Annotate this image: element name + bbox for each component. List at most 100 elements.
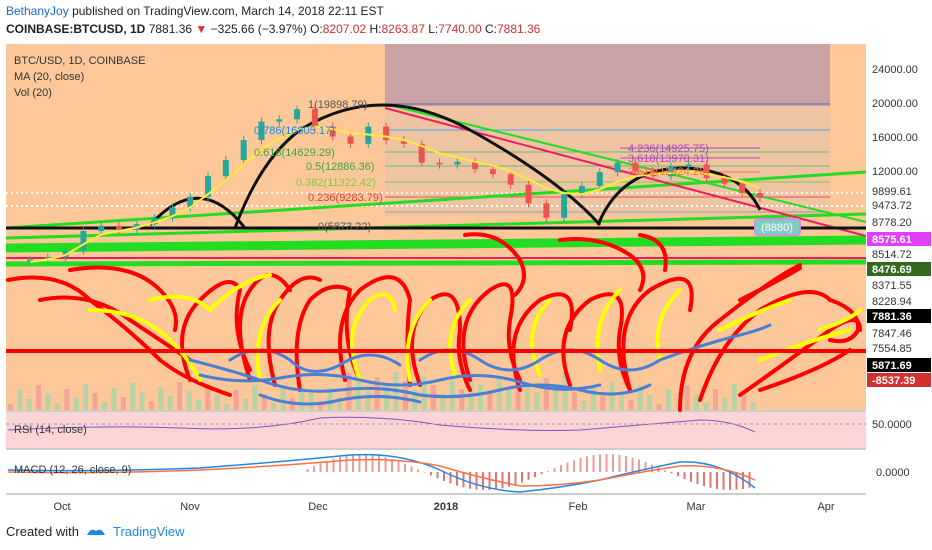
footer: Created with TradingView [6, 524, 185, 539]
volume-bar [111, 388, 117, 410]
candle-body [240, 140, 247, 160]
volume-bar [214, 395, 220, 410]
macd-bar [371, 454, 374, 472]
fib-zone-shade [385, 44, 830, 106]
volume-bar [130, 383, 136, 410]
volume-bar [158, 387, 164, 410]
macd-bar [339, 456, 341, 472]
price-tick: 8575.61 [872, 234, 912, 246]
volume-bar [224, 404, 230, 410]
macd-histogram [306, 454, 751, 490]
fib-label: 0.5(12886.36) [306, 161, 375, 173]
author-link[interactable]: BethanyJoy [6, 4, 69, 18]
volume-bar [449, 380, 455, 410]
volume-bar [26, 399, 32, 410]
price-tick: 8778.20 [872, 217, 912, 229]
candle-body [507, 174, 514, 185]
candle-body [169, 207, 176, 218]
volume-bar [506, 388, 512, 410]
volume-bar [261, 394, 267, 410]
volume-bar [120, 397, 126, 410]
macd-bar [456, 472, 458, 486]
tradingview-link[interactable]: TradingView [112, 524, 185, 539]
high-value: 8263.87 [381, 22, 425, 36]
price-tick: -8537.39 [872, 375, 915, 387]
candle-body [383, 126, 390, 141]
price-tick: 8514.72 [872, 249, 912, 261]
ohlc-header: COINBASE:BTCUSD, 1D 7881.36 ▼ −325.66 (−… [6, 22, 540, 36]
candle-body [561, 194, 568, 218]
macd-legend: MACD (12, 26, close, 9) [14, 464, 131, 476]
volume-bar [365, 391, 371, 410]
candle-body [187, 196, 194, 208]
macd-bar [306, 469, 309, 472]
volume-bar [327, 388, 333, 410]
volume-bar [280, 389, 286, 410]
candle-body [685, 164, 692, 167]
tradingview-logo-icon [86, 529, 105, 535]
symbol-label: COINBASE:BTCUSD, 1D [6, 22, 146, 36]
volume-bar [421, 376, 427, 410]
macd-bar [384, 457, 387, 472]
price-tick: 5871.69 [872, 360, 912, 372]
volume-bar [374, 377, 380, 410]
candle-body [667, 166, 674, 177]
macd-bar [365, 454, 367, 472]
macd-bar [540, 472, 543, 475]
macd-bar [514, 472, 517, 485]
volume-bar [243, 399, 248, 410]
macd-bar [664, 470, 666, 472]
open-label: O: [310, 22, 323, 36]
macd-bar [716, 472, 718, 490]
macd-bar [332, 458, 335, 472]
candle-body [454, 161, 461, 165]
rsi-axis-label: 50.0000 [872, 419, 912, 431]
time-tick: Mar [687, 501, 706, 513]
macd-bar [397, 461, 400, 472]
volume-bar [252, 385, 258, 410]
volume-bar [628, 400, 634, 410]
candle-body [311, 109, 318, 127]
price-tick: 9473.72 [872, 200, 912, 212]
volume-bar [139, 392, 145, 410]
candle-body [489, 169, 496, 175]
black-arc-large [233, 103, 602, 229]
vol-legend: Vol (20) [14, 87, 52, 99]
price-tick: 9899.61 [872, 186, 912, 198]
volume-bar [609, 382, 615, 410]
candles [27, 105, 763, 266]
macd-bar [404, 463, 406, 472]
high-label: H: [369, 22, 382, 36]
macd-bar [586, 456, 588, 472]
volume-bar [459, 389, 465, 410]
volume-bar [271, 403, 277, 410]
ma-line [29, 125, 761, 263]
macd-bar [566, 462, 569, 472]
time-ticks: Oct Nov Dec 2018 Feb Mar Apr [53, 501, 834, 513]
fib-extension-label: 2.618(12424.28) [628, 166, 709, 178]
volume-bar [205, 386, 211, 410]
ma-legend: MA (20, close) [14, 71, 84, 83]
chart-legend-title: BTC/USD, 1D, COINBASE [14, 55, 145, 67]
macd-bar [703, 472, 705, 487]
macd-axis-label: 0.0000 [876, 467, 910, 479]
macd-bar [644, 461, 647, 472]
volume-bar [73, 398, 79, 410]
fib-label: 0(5873.22) [318, 221, 371, 233]
fib-label: 0.786(16805.17) [254, 125, 335, 137]
low-value: 7740.00 [438, 22, 482, 36]
volume-bars [8, 372, 756, 410]
macd-bar [475, 472, 478, 490]
green-trendlines [5, 103, 867, 267]
volume-bar [102, 402, 107, 410]
volume-bar [619, 391, 624, 410]
fib-label: 0.618(14629.29) [254, 147, 335, 159]
macd-bar [417, 469, 419, 472]
macd-bar [677, 472, 679, 477]
candle-body [578, 185, 585, 195]
price-ticks: 24000.00 20000.00 16000.00 12000.00 9899.61 9… [867, 64, 931, 387]
black-arc-small [148, 196, 247, 229]
price-tick: 12000.00 [872, 166, 918, 178]
volume-bar [731, 384, 737, 410]
